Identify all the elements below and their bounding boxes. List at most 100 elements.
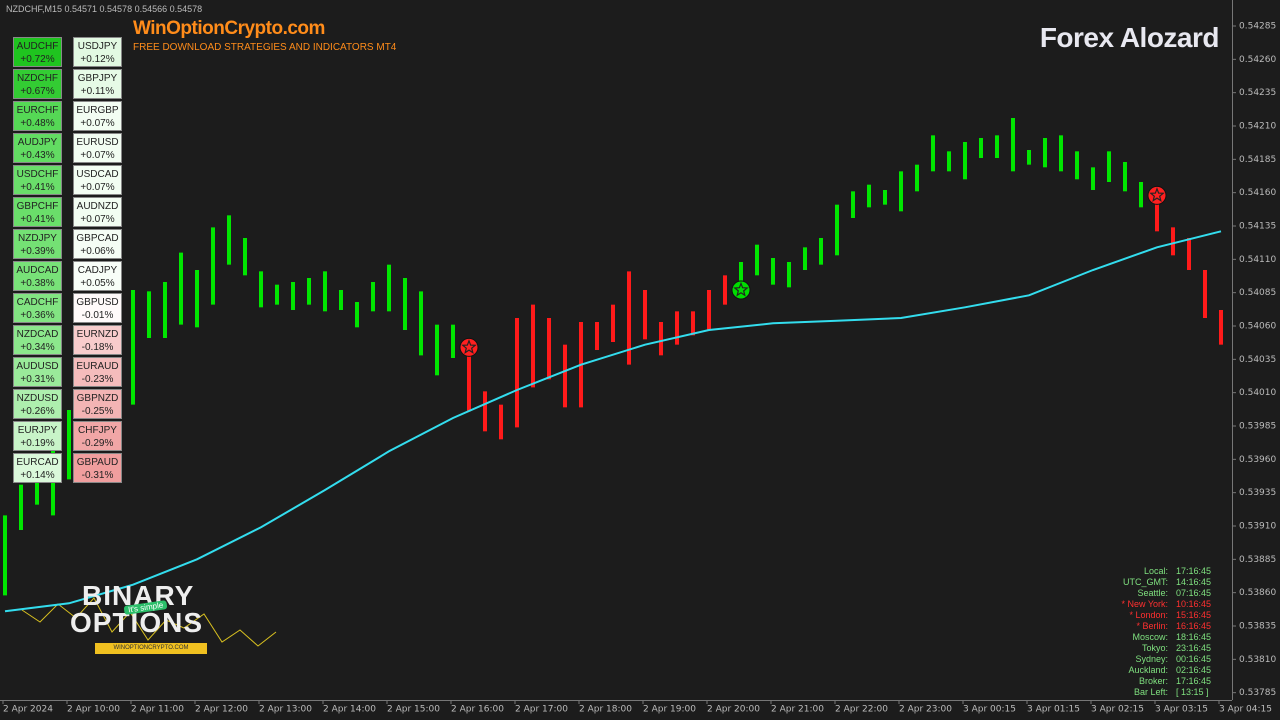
currency-pair: CADJPY: [77, 265, 118, 276]
currency-change: +0.07%: [80, 150, 115, 161]
currency-change: +0.06%: [80, 246, 115, 257]
currency-box: EURCHF +0.48%: [13, 101, 62, 131]
x-tick-label: 2 Apr 22:00: [835, 705, 888, 715]
currency-change: +0.12%: [80, 54, 115, 65]
currency-pair: EURCHF: [16, 105, 59, 116]
currency-pair: CHFJPY: [78, 425, 117, 436]
currency-box: NZDCAD +0.34%: [13, 325, 62, 355]
moving-average: [4, 230, 1222, 613]
clock-label: Moscow:: [1132, 632, 1168, 642]
clock-label: Tokyo:: [1141, 643, 1168, 653]
signal: [1147, 185, 1167, 205]
currency-pair: USDCAD: [76, 169, 119, 180]
currency-box: AUDJPY +0.43%: [13, 133, 62, 163]
currency-pair: AUDCHF: [16, 41, 59, 52]
currency-pair: GBPNZD: [76, 393, 119, 404]
currency-change: +0.26%: [20, 406, 55, 417]
y-tick-label: 0.53810: [1239, 655, 1276, 665]
clock-label: * Berlin:: [1136, 621, 1168, 631]
x-tick-label: 2 Apr 12:00: [195, 705, 248, 715]
currency-change: +0.39%: [20, 246, 55, 257]
currency-pair: EURJPY: [17, 425, 58, 436]
currency-box: GBPCAD +0.06%: [73, 229, 122, 259]
clock-time: 10:16:45: [1176, 599, 1212, 609]
currency-change: -0.29%: [81, 438, 114, 449]
x-tick-label: 2 Apr 14:00: [323, 705, 376, 715]
x-tick-label: 3 Apr 01:15: [1027, 705, 1080, 715]
currency-box: EURUSD +0.07%: [73, 133, 122, 163]
currency-pair: AUDNZD: [76, 201, 119, 212]
currency-box: GBPCHF +0.41%: [13, 197, 62, 227]
logo-url: WINOPTIONCRYPTO.COM: [95, 643, 207, 654]
currency-change: +0.48%: [20, 118, 55, 129]
currency-change: +0.14%: [20, 470, 55, 481]
x-tick-label: 3 Apr 00:15: [963, 705, 1016, 715]
currency-pair: EURCAD: [16, 457, 59, 468]
currency-pair: USDJPY: [77, 41, 118, 52]
brand: Forex Alozard: [1039, 22, 1220, 53]
y-tick-label: 0.53935: [1239, 488, 1276, 498]
clock-time: 14:16:45: [1176, 577, 1212, 587]
site-name: WinOptionCrypto.com: [133, 18, 325, 39]
x-tick-label: 3 Apr 04:15: [1219, 705, 1272, 715]
currency-box: CADJPY +0.05%: [73, 261, 122, 291]
currency-box: NZDUSD +0.26%: [13, 389, 62, 419]
y-tick-label: 0.54110: [1239, 255, 1276, 265]
currency-change: +0.19%: [20, 438, 55, 449]
currency-box: GBPJPY +0.11%: [73, 69, 122, 99]
x-tick-label: 2 Apr 15:00: [387, 705, 440, 715]
signal-star: [733, 281, 749, 297]
y-tick-label: 0.53785: [1239, 688, 1276, 698]
y-tick-label: 0.54185: [1239, 155, 1276, 165]
currency-change: -0.18%: [81, 342, 114, 353]
currency-box: AUDNZD +0.07%: [73, 197, 122, 227]
clock-label: Auckland:: [1128, 665, 1168, 675]
symbol-info: NZDCHF,M15 0.54571 0.54578 0.54566 0.545…: [6, 4, 203, 14]
currency-box: CADCHF +0.36%: [13, 293, 62, 323]
signal: [731, 280, 751, 300]
currency-pair: NZDJPY: [18, 233, 57, 244]
clock-label: Seattle:: [1137, 588, 1168, 598]
y-tick-label: 0.54085: [1239, 288, 1276, 298]
currency-box: CHFJPY -0.29%: [73, 421, 122, 451]
clock-label: Local:: [1143, 566, 1168, 576]
currency-box: EURAUD -0.23%: [73, 357, 122, 387]
x-tick-label: 2 Apr 10:00: [67, 705, 120, 715]
currency-box: USDCHF +0.41%: [13, 165, 62, 195]
currency-change: +0.07%: [80, 182, 115, 193]
currency-pair: GBPCHF: [16, 201, 59, 212]
x-tick-label: 2 Apr 19:00: [643, 705, 696, 715]
currency-pair: GBPCAD: [76, 233, 119, 244]
currency-pair: NZDCHF: [16, 73, 59, 84]
currency-change: +0.31%: [20, 374, 55, 385]
x-tick-label: 2 Apr 23:00: [899, 705, 952, 715]
currency-pair: NZDUSD: [16, 393, 59, 404]
y-tick-label: 0.54260: [1239, 55, 1276, 65]
currency-box: EURGBP +0.07%: [73, 101, 122, 131]
clock-label: Broker:: [1138, 676, 1168, 686]
x-tick-label: 2 Apr 21:00: [771, 705, 824, 715]
y-tick-label: 0.54235: [1239, 88, 1276, 98]
currency-change: +0.34%: [20, 342, 55, 353]
currency-box: GBPAUD -0.31%: [73, 453, 122, 483]
clock-time: 17:16:45: [1176, 566, 1212, 576]
currency-pair: EURNZD: [76, 329, 119, 340]
currency-box: EURCAD +0.14%: [13, 453, 62, 483]
currency-pair: EURAUD: [76, 361, 119, 372]
currency-pair: AUDJPY: [17, 137, 58, 148]
clock-time: 02:16:45: [1176, 665, 1212, 675]
clock-time: 07:16:45: [1176, 588, 1212, 598]
currency-pair: USDCHF: [16, 169, 59, 180]
x-tick-label: 2 Apr 20:00: [707, 705, 760, 715]
currency-change: +0.67%: [20, 86, 55, 97]
currency-change: +0.41%: [20, 214, 55, 225]
currency-change: +0.36%: [20, 310, 55, 321]
currency-pair: NZDCAD: [16, 329, 59, 340]
signal-star: [461, 339, 477, 354]
currency-box: GBPNZD -0.25%: [73, 389, 122, 419]
currency-change: -0.25%: [81, 406, 114, 417]
currency-pair: AUDCAD: [16, 265, 59, 276]
clock-time: 00:16:45: [1176, 654, 1212, 664]
